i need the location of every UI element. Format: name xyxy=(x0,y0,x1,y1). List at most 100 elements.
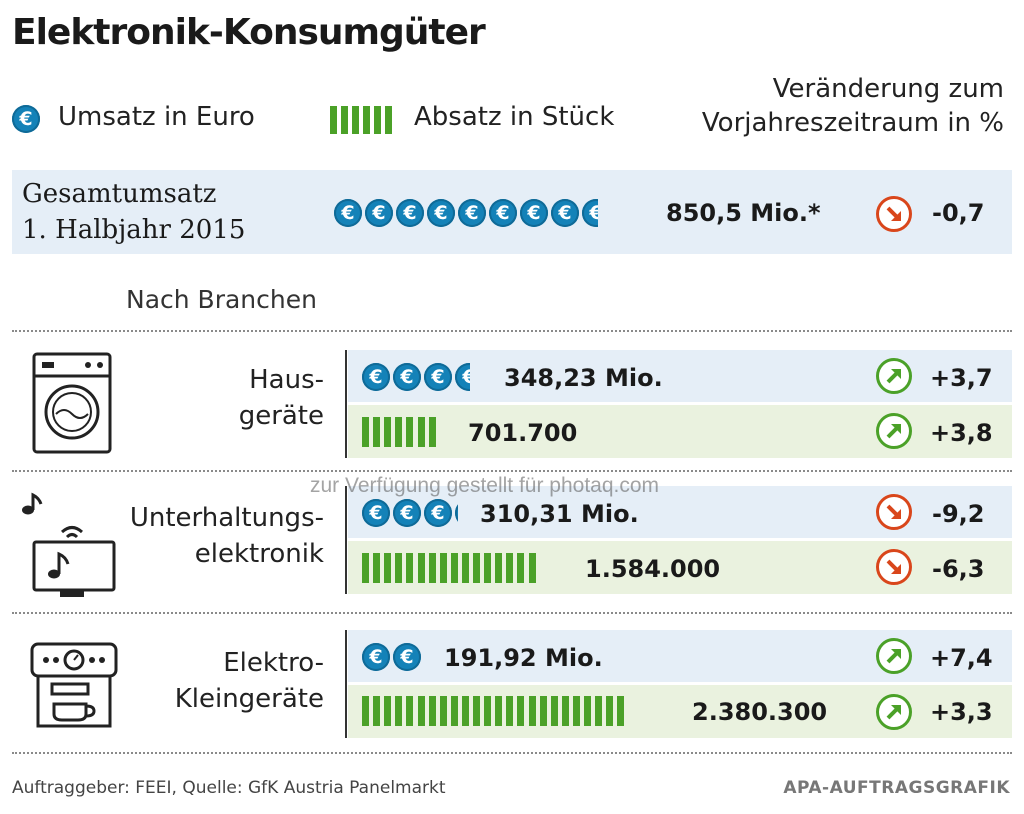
category-name-line2: elektronik xyxy=(194,539,324,569)
euro-coin-icon: € xyxy=(424,499,452,527)
category-name-line1: Elektro- xyxy=(223,648,324,678)
revenue-euro-coins: €€€€ xyxy=(362,497,459,531)
units-legend-icon xyxy=(330,106,394,134)
revenue-value: 348,23 Mio. xyxy=(504,364,663,392)
units-bar-segment xyxy=(395,696,403,726)
total-label-line2: 1. Halbjahr 2015 xyxy=(22,215,246,245)
units-trend-arrow-icon xyxy=(876,413,912,449)
units-bar-segment xyxy=(373,696,381,726)
total-label-line1: Gesamtumsatz xyxy=(22,179,217,209)
total-euro-coins: € € € € € € € € € xyxy=(334,197,598,231)
units-bar-segment xyxy=(428,553,436,583)
units-bar-segment xyxy=(384,417,392,447)
units-bar-segment xyxy=(450,553,458,583)
legend-change-label: Veränderung zum Vorjahreszeitraum in % xyxy=(702,72,1004,140)
axis-line xyxy=(345,486,347,594)
units-change: -6,3 xyxy=(932,555,985,583)
units-bar-segment xyxy=(617,696,625,726)
page-title: Elektronik-Konsumgüter xyxy=(12,12,486,53)
units-bar-segment xyxy=(473,696,480,726)
euro-coin-icon: € xyxy=(393,643,421,671)
units-bar-segment xyxy=(506,553,514,583)
units-trend-arrow-icon xyxy=(876,694,912,730)
revenue-trend-arrow-icon xyxy=(876,358,912,394)
euro-coin-icon: € xyxy=(582,199,598,227)
euro-coin-icon: € xyxy=(520,199,548,227)
legend-change-line1: Veränderung zum xyxy=(772,74,1004,104)
units-row xyxy=(348,405,1012,458)
units-bar-segment xyxy=(395,417,403,447)
revenue-change: +3,7 xyxy=(930,364,993,392)
units-bar-segment xyxy=(406,417,414,447)
units-bar-segment xyxy=(584,696,591,726)
units-bar-segment xyxy=(428,696,436,726)
units-bar-segment xyxy=(528,553,536,583)
euro-coin-icon: € xyxy=(489,199,517,227)
axis-line xyxy=(345,350,347,458)
total-change: -0,7 xyxy=(932,199,985,227)
washing-machine-icon xyxy=(30,352,114,456)
euro-coin-icon: € xyxy=(362,499,390,527)
units-value: 1.584.000 xyxy=(585,555,721,583)
units-change: +3,3 xyxy=(930,698,993,726)
units-bar-segment xyxy=(373,553,381,583)
coffee-machine-icon xyxy=(28,640,120,730)
legend-change-line2: Vorjahreszeitraum in % xyxy=(701,108,1004,138)
watermark: zur Verfügung gestellt für photaq.com xyxy=(310,474,660,497)
units-bar xyxy=(362,553,540,583)
units-bar-segment xyxy=(495,696,503,726)
units-bar-segment xyxy=(506,696,514,726)
category-name-line2: Kleingeräte xyxy=(174,684,324,714)
divider xyxy=(12,612,1012,614)
units-bar-segment xyxy=(439,553,447,583)
units-bar-segment xyxy=(439,696,447,726)
tv-music-icon xyxy=(16,492,120,598)
euro-coin-icon: € xyxy=(424,363,452,391)
units-value: 701.700 xyxy=(468,419,578,447)
revenue-euro-coins: €€€€ xyxy=(362,361,470,395)
euro-coin-icon: € xyxy=(365,199,393,227)
units-bar-segment xyxy=(461,696,469,726)
euro-coin-icon: € xyxy=(362,363,390,391)
units-bar-segment xyxy=(417,417,425,447)
category-name-unterhaltungselektronik: Unterhaltungs- elektronik xyxy=(130,500,324,572)
units-bar-segment xyxy=(362,417,369,447)
units-bar-segment xyxy=(517,696,525,726)
euro-coin-icon: € xyxy=(334,199,362,227)
revenue-change: +7,4 xyxy=(930,644,993,672)
units-bar xyxy=(362,417,440,447)
euro-coin-icon: € xyxy=(396,199,424,227)
revenue-trend-arrow-icon xyxy=(876,494,912,530)
units-bar-segment xyxy=(417,553,425,583)
category-name-hausgeraete: Haus- geräte xyxy=(239,362,324,434)
brand-label: APA-AUFTRAGSGRAFIK xyxy=(783,778,1010,798)
revenue-euro-coins: € € xyxy=(362,641,421,675)
units-bar-segment xyxy=(550,696,558,726)
units-trend-arrow-icon xyxy=(876,549,912,585)
euro-coin-icon: € xyxy=(455,499,459,527)
euro-icon: € xyxy=(12,105,40,133)
units-change: +3,8 xyxy=(930,419,993,447)
total-value: 850,5 Mio.* xyxy=(666,199,821,227)
axis-line xyxy=(345,630,347,738)
legend-units-label: Absatz in Stück xyxy=(414,102,615,132)
units-bar-segment xyxy=(406,553,414,583)
euro-coin-icon: € xyxy=(458,199,486,227)
units-bar-segment xyxy=(572,696,580,726)
divider xyxy=(12,330,1012,332)
units-bar xyxy=(362,696,628,726)
category-name-elektro-kleingeraete: Elektro- Kleingeräte xyxy=(175,645,324,717)
revenue-trend-arrow-icon xyxy=(876,638,912,674)
revenue-value: 310,31 Mio. xyxy=(480,500,639,528)
units-bar-segment xyxy=(473,553,480,583)
units-bar-segment xyxy=(428,417,436,447)
units-bar-segment xyxy=(539,696,547,726)
units-bar-segment xyxy=(406,696,414,726)
units-value: 2.380.300 xyxy=(692,698,828,726)
units-bar-segment xyxy=(484,696,492,726)
total-trend-arrow-icon xyxy=(876,196,912,232)
units-bar-segment xyxy=(595,696,603,726)
units-bar-segment xyxy=(461,553,469,583)
divider xyxy=(12,752,1012,754)
euro-coin-icon: € xyxy=(455,363,470,391)
